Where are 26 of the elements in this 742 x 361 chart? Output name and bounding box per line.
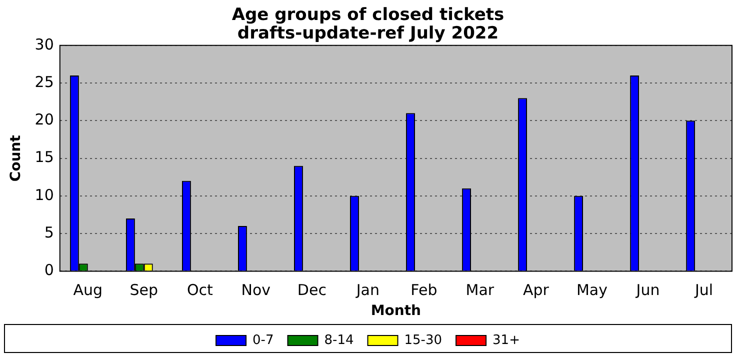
- x-tick-label: Aug: [73, 281, 103, 300]
- legend-label: 15-30: [404, 332, 442, 348]
- legend-label: 8-14: [324, 332, 354, 348]
- x-tick-label: May: [576, 281, 608, 300]
- legend-label: 31+: [492, 332, 520, 348]
- y-tick-label: 25: [34, 72, 54, 91]
- x-tick-label: Feb: [410, 281, 438, 300]
- x-tick-label: Dec: [297, 281, 326, 300]
- x-tick-label: Jul: [694, 281, 714, 300]
- x-tick-label: Apr: [522, 281, 550, 300]
- x-tick-label: Mar: [466, 281, 495, 300]
- x-tick-label: Nov: [241, 281, 271, 300]
- y-tick-label: 15: [34, 148, 54, 166]
- x-tick-label: Sep: [130, 281, 158, 300]
- legend-label: 0-7: [252, 332, 274, 348]
- y-tick-label: 5: [44, 223, 54, 242]
- chart-title: Age groups of closed tickets drafts-update-ref July 2022: [232, 4, 504, 44]
- y-axis-title: Count: [8, 134, 24, 182]
- y-tick-label: 20: [34, 110, 54, 129]
- x-tick-label: Jan: [355, 281, 380, 300]
- x-tick-label: Jun: [635, 281, 660, 300]
- y-tick-label: 10: [34, 186, 54, 204]
- x-tick-label: Oct: [186, 281, 213, 300]
- y-tick-label: 30: [34, 35, 54, 54]
- y-tick-label: 0: [44, 261, 54, 280]
- x-axis-title: Month: [370, 303, 422, 320]
